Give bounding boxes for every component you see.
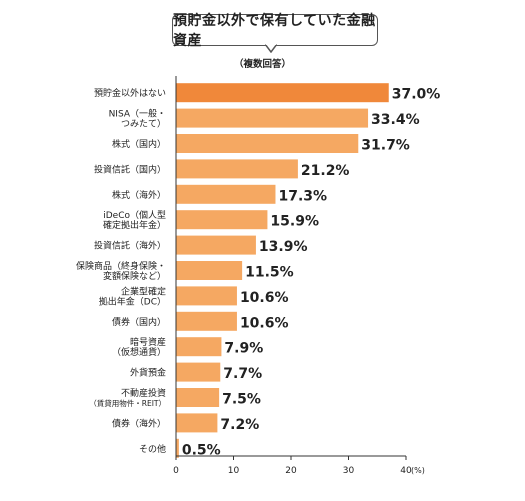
data-label: 7.7% xyxy=(223,366,262,382)
data-label: 7.2% xyxy=(220,417,259,433)
category-label: つみたて） xyxy=(121,119,166,130)
bar xyxy=(176,413,218,433)
category-label: 変額保険など） xyxy=(103,270,166,282)
category-label: 拠出年金（DC） xyxy=(99,295,166,307)
data-label: 37.0% xyxy=(392,87,441,103)
bar xyxy=(176,286,237,306)
x-tick-label: 30 xyxy=(343,466,355,476)
category-label: 暗号資産 xyxy=(130,336,166,348)
data-label: 10.6% xyxy=(240,290,289,306)
category-label: 株式（国内） xyxy=(112,138,166,150)
x-tick-label: 10 xyxy=(228,466,240,476)
data-label: 15.9% xyxy=(270,214,319,230)
category-label: 投資信託（国内） xyxy=(94,163,166,175)
category-label: その他 xyxy=(139,443,166,455)
category-label: 株式（海外） xyxy=(112,189,166,201)
data-label: 31.7% xyxy=(361,138,410,154)
bar xyxy=(176,184,276,204)
category-label: 確定拠出年金） xyxy=(103,219,166,231)
category-label: 企業型確定 xyxy=(121,285,166,297)
bar xyxy=(176,362,221,382)
category-label: 外貨預金 xyxy=(130,367,166,379)
category-label: NISA（一般・ xyxy=(109,108,166,120)
chart-title: 預貯金以外で保有していた金融資産 xyxy=(173,13,376,49)
data-label: 33.4% xyxy=(371,112,420,128)
category-label: 債券（海外） xyxy=(112,417,166,429)
data-label: 10.6% xyxy=(240,315,289,331)
bar xyxy=(176,159,298,179)
chart-title-box: 預貯金以外で保有していた金融資産 xyxy=(172,13,378,49)
category-label: 預貯金以外はない xyxy=(94,87,166,99)
chart-subtitle: （複数回答） xyxy=(233,59,291,70)
category-label: iDeCo（個人型 xyxy=(103,209,166,221)
data-label: 7.5% xyxy=(222,392,261,408)
category-label: （賃貸用物件・REIT） xyxy=(89,398,166,408)
bar xyxy=(176,235,256,255)
data-label: 17.3% xyxy=(278,188,327,204)
bar xyxy=(176,210,268,230)
bar xyxy=(176,337,222,357)
bar xyxy=(176,108,369,128)
x-tick-label: 20 xyxy=(285,466,297,476)
data-label: 13.9% xyxy=(259,239,308,255)
data-label: 7.9% xyxy=(224,341,263,357)
bar xyxy=(176,134,359,153)
bar xyxy=(176,261,243,280)
category-label: 保険商品（終身保険・ xyxy=(76,260,166,272)
data-label: 11.5% xyxy=(245,265,294,281)
category-label: 不動産投資 xyxy=(121,387,166,399)
data-label: 0.5% xyxy=(182,442,221,458)
x-unit-label: (%) xyxy=(411,466,425,475)
x-tick-label: 0 xyxy=(173,466,179,476)
category-label: 債券（国内） xyxy=(112,316,166,328)
title-pointer-icon xyxy=(265,44,277,53)
category-label: （仮想通貨） xyxy=(112,346,166,358)
bar xyxy=(176,311,237,331)
bar xyxy=(176,438,179,458)
bar xyxy=(176,83,389,103)
bar xyxy=(176,388,220,407)
x-tick-label: 40 xyxy=(400,466,412,476)
data-label: 21.2% xyxy=(301,163,350,179)
category-label: 投資信託（海外） xyxy=(94,240,166,252)
